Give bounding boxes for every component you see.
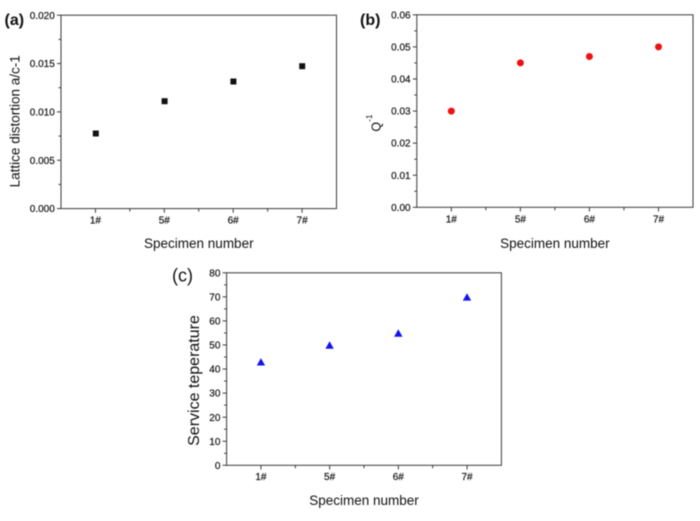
svg-text:60: 60 (209, 317, 221, 328)
svg-text:Lattice distortion a/c-1: Lattice distortion a/c-1 (7, 55, 22, 187)
svg-text:20: 20 (209, 413, 221, 424)
svg-text:Specimen number: Specimen number (500, 236, 610, 251)
svg-text:0.015: 0.015 (30, 59, 55, 70)
svg-text:0.005: 0.005 (30, 156, 55, 167)
svg-text:0.020: 0.020 (30, 11, 55, 22)
svg-text:40: 40 (209, 365, 221, 376)
svg-text:0.06: 0.06 (391, 10, 411, 21)
svg-text:5#: 5# (515, 215, 527, 226)
svg-text:6#: 6# (393, 472, 405, 483)
svg-text:70: 70 (209, 293, 221, 304)
svg-text:1#: 1# (255, 472, 267, 483)
svg-text:0.04: 0.04 (391, 75, 411, 86)
svg-text:0.03: 0.03 (391, 107, 411, 118)
svg-text:7#: 7# (653, 215, 665, 226)
svg-text:0.000: 0.000 (30, 204, 55, 215)
svg-text:(a): (a) (5, 12, 25, 29)
svg-text:0.00: 0.00 (391, 203, 411, 214)
svg-text:7#: 7# (297, 216, 309, 227)
svg-text:Service teperature: Service teperature (186, 315, 203, 446)
svg-text:1#: 1# (90, 216, 102, 227)
svg-text:30: 30 (209, 389, 221, 400)
svg-text:Specimen number: Specimen number (309, 493, 419, 508)
svg-text:Specimen number: Specimen number (144, 236, 254, 251)
svg-text:0.05: 0.05 (391, 43, 411, 54)
svg-text:1#: 1# (446, 215, 458, 226)
svg-text:80: 80 (209, 268, 221, 279)
svg-text:50: 50 (209, 341, 221, 352)
svg-text:7#: 7# (461, 472, 473, 483)
svg-text:0.010: 0.010 (30, 108, 55, 119)
svg-text:5#: 5# (159, 216, 171, 227)
svg-text:(c): (c) (172, 266, 193, 286)
svg-text:(b): (b) (360, 12, 380, 29)
svg-text:6#: 6# (228, 216, 240, 227)
svg-text:0.02: 0.02 (391, 139, 411, 150)
svg-text:5#: 5# (324, 472, 336, 483)
svg-text:0: 0 (215, 461, 221, 472)
svg-text:6#: 6# (584, 215, 596, 226)
svg-text:0.01: 0.01 (391, 171, 411, 182)
svg-text:10: 10 (209, 437, 221, 448)
